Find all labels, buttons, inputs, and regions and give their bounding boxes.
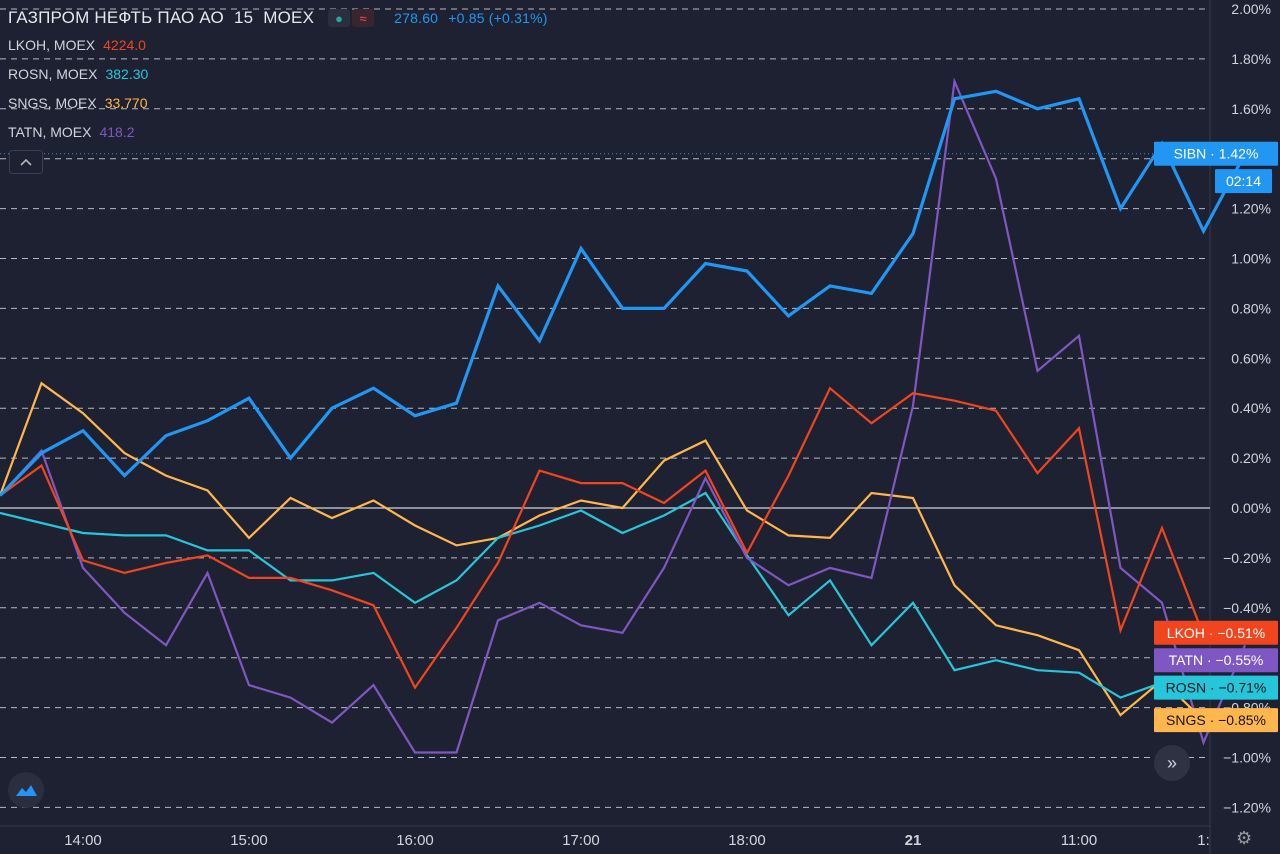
wave-icon[interactable]: ≈ [352,9,375,27]
price-label-bg-sngs [1154,708,1278,733]
compare-label: SNGS, MOEX [8,94,97,111]
interval[interactable]: 15 [233,8,254,27]
price-label-bg-lkoh [1154,620,1278,645]
series-line-rosn[interactable] [0,491,1204,699]
price-label-bg-sibn [1154,141,1278,166]
dot-icon[interactable]: ● [328,9,351,27]
price-label-bg-tatn [1154,648,1278,673]
price-label-lkoh: LKOH · −0.51% [1167,625,1265,641]
y-tick-label: 1.80% [1231,51,1271,67]
price-label-sibn-countdown: 02:14 [1226,173,1261,189]
legend-main-row: ГАЗПРОМ НЕФТЬ ПАО АО 15 MOEX ● ≈ 278.60 … [8,6,548,30]
y-tick-label: 2.00% [1231,1,1271,17]
scroll-to-realtime-button[interactable]: » [1154,745,1190,781]
price-label-sngs: SNGS · −0.85% [1166,712,1266,728]
x-tick-label: 11:00 [1061,832,1097,849]
x-tick-label: 15:00 [230,832,268,849]
compare-value: 4224.0 [103,36,146,53]
compare-label: TATN, MOEX [8,123,92,140]
y-tick-label: 0.60% [1231,350,1271,366]
compare-row[interactable]: ROSN, MOEX 382.30 [8,59,548,88]
compare-label: ROSN, MOEX [8,65,98,82]
compare-value: 33.770 [104,94,148,111]
y-tick-label: −0.40% [1223,600,1271,616]
tradingview-logo-icon[interactable] [8,772,44,808]
compare-label: LKOH, MOEX [8,36,96,53]
series-line-tatn[interactable] [0,77,1247,754]
compare-row[interactable]: LKOH, MOEX 4224.0 [8,30,548,59]
gear-icon[interactable]: ⚙ [1236,828,1253,848]
legend-icons: ● ≈ [328,9,376,27]
x-tick-label: 21 [905,832,922,849]
legend: ГАЗПРОМ НЕФТЬ ПАО АО 15 MOEX ● ≈ 278.60 … [8,6,548,146]
x-tick-label: 14:00 [64,832,102,849]
y-tick-label: −1.20% [1223,799,1271,815]
price-readout: 278.60 +0.85 (+0.31%) [394,10,547,26]
cloud-logo-icon [16,785,37,796]
x-tick-label: 18:00 [728,832,766,849]
series-line-sngs[interactable] [0,381,1205,721]
chevron-up-icon [20,158,32,166]
exchange: MOEX [263,8,315,27]
series-line-sibn[interactable] [0,89,1247,497]
y-tick-label: 0.00% [1231,500,1271,516]
x-tick-label: 1: [1197,832,1210,849]
compare-list: LKOH, MOEX 4224.0 ROSN, MOEX 382.30 SNGS, MO… [8,30,548,146]
x-tick-label: 17:00 [562,832,600,849]
price-label-rosn: ROSN · −0.71% [1166,680,1267,696]
y-tick-label: 0.40% [1231,400,1271,416]
compare-value: 418.2 [99,123,135,140]
series-line-lkoh[interactable] [0,386,1205,690]
y-tick-label: 1.20% [1231,201,1271,217]
y-tick-label: 0.80% [1231,300,1271,316]
compare-row[interactable]: SNGS, MOEX 33.770 [8,88,548,117]
y-tick-label: −0.20% [1223,550,1271,566]
y-tick-label: 1.60% [1231,101,1271,117]
double-chevron-right-icon: » [1166,752,1177,773]
y-tick-label: −1.00% [1223,750,1271,766]
symbol-name[interactable]: ГАЗПРОМ НЕФТЬ ПАО АО [8,8,224,27]
collapse-legend-button[interactable] [9,150,43,174]
price-value: 278.60 [394,10,439,26]
y-tick-label: 0.20% [1231,450,1271,466]
price-change: +0.85 (+0.31%) [448,10,548,26]
price-label-bg-rosn [1154,675,1278,700]
price-label-tatn: TATN · −0.55% [1169,652,1264,668]
y-tick-label: 1.00% [1231,251,1271,267]
compare-value: 382.30 [105,65,149,82]
x-tick-label: 16:00 [396,832,434,849]
compare-row[interactable]: TATN, MOEX 418.2 [8,117,548,146]
price-label-bg-sibn-countdown [1215,169,1272,194]
price-label-sibn: SIBN · 1.42% [1174,146,1259,162]
